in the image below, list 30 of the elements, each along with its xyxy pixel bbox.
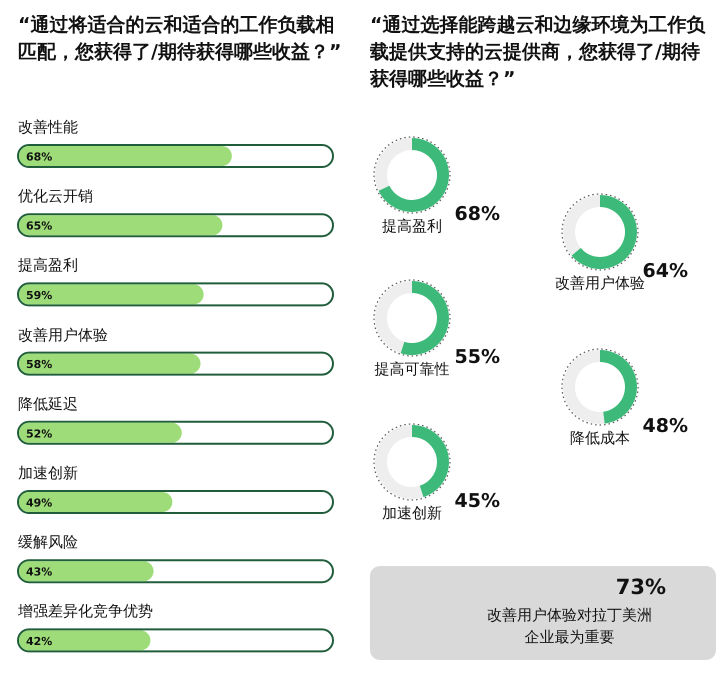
y-tick-label: 提高盈利 xyxy=(18,256,79,276)
slice-label: 提高盈利 xyxy=(382,217,442,235)
data-label: 45% xyxy=(454,490,500,512)
text: 73% xyxy=(616,575,666,599)
y-tick-label: 增强差异化竞争优势 xyxy=(18,602,154,622)
data-label: 64% xyxy=(642,260,688,282)
data-label: 49% xyxy=(26,496,52,510)
text: “通过选择能跨越云和边缘环境为工作负载提供支持的云提供商，您获得了/期待获得哪些收益？” xyxy=(370,13,706,92)
y-tick-label: 加速创新 xyxy=(18,464,79,483)
data-label: 58% xyxy=(26,358,52,372)
y-tick-label: 降低延迟 xyxy=(18,394,79,414)
data-label: 43% xyxy=(26,566,52,579)
slice-label: 改善用户体验 xyxy=(554,274,645,293)
data-label: 55% xyxy=(454,346,500,368)
slice-label: 提高可靠性 xyxy=(374,360,450,378)
data-label: 59% xyxy=(26,288,52,302)
slice-label: 加速创新 xyxy=(382,504,442,522)
slice-label: 降低成本 xyxy=(570,429,630,447)
category-label: 改善用户体验对拉丁美洲企业最为重要 xyxy=(487,605,652,648)
data-label: 68% xyxy=(454,203,500,225)
data-label: 42% xyxy=(26,634,52,648)
data-label: 65% xyxy=(26,220,52,233)
data-label: 48% xyxy=(642,415,688,437)
y-tick-label: 缓解风险 xyxy=(18,533,79,552)
data-label: 52% xyxy=(26,427,52,440)
chart-title: “通过将适合的云和适合的工作负载相匹配，您获得了/期待获得哪些收益？” xyxy=(18,13,342,65)
data-label: 68% xyxy=(26,150,52,164)
y-tick-label: 改善性能 xyxy=(18,118,79,137)
y-tick-label: 改善用户体验 xyxy=(18,326,109,345)
y-tick-label: 优化云开销 xyxy=(18,187,94,206)
